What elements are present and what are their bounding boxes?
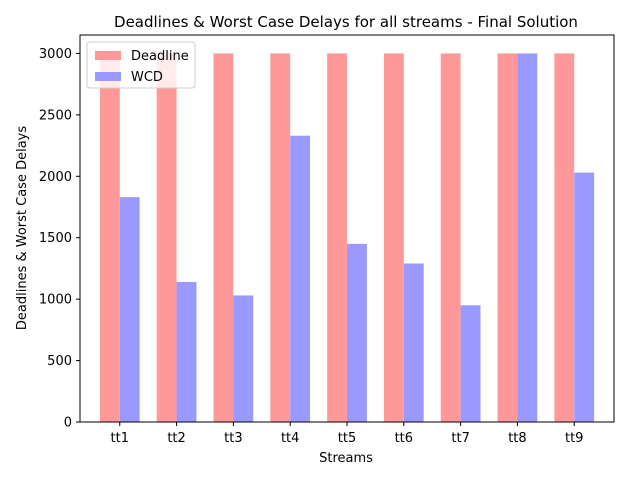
bars-group <box>99 53 595 423</box>
y-tick-label: 1500 <box>39 231 72 246</box>
bar-wcd-tt5 <box>347 243 367 422</box>
bar-wcd-tt3 <box>233 295 254 422</box>
y-tick-label: 2500 <box>39 108 72 123</box>
bar-deadline-tt7 <box>440 53 461 423</box>
x-tick-label: tt6 <box>395 431 413 446</box>
x-axis-label: Streams <box>319 451 373 466</box>
bar-deadline-tt4 <box>270 53 291 423</box>
legend-swatch-deadline <box>95 51 121 60</box>
legend-swatch-wcd <box>95 72 121 81</box>
x-axis-ticks: tt1 tt2 tt3 tt4 tt5 tt6 tt7 tt8 tt9 <box>111 422 583 446</box>
bar-wcd-tt2 <box>176 281 197 422</box>
bar-wcd-tt9 <box>574 172 595 422</box>
bar-deadline-tt5 <box>327 53 347 423</box>
legend-label-wcd: WCD <box>131 70 163 85</box>
x-tick-label: tt8 <box>508 431 526 446</box>
bar-deadline-tt8 <box>497 53 518 423</box>
y-tick-label: 500 <box>47 354 72 369</box>
x-tick-label: tt4 <box>281 431 299 446</box>
x-tick-label: tt3 <box>224 431 242 446</box>
bar-deadline-tt3 <box>213 53 234 423</box>
x-tick-label: tt9 <box>565 431 583 446</box>
bar-wcd-tt6 <box>403 263 424 422</box>
chart-title: Deadlines & Worst Case Delays for all st… <box>114 13 578 31</box>
y-axis-ticks: 0 500 1000 1500 2000 2500 3000 <box>39 47 80 431</box>
bar-wcd-tt4 <box>290 135 311 422</box>
y-tick-label: 2000 <box>39 170 72 185</box>
bar-wcd-tt1 <box>119 197 140 422</box>
bar-wcd-tt7 <box>460 305 481 422</box>
x-tick-label: tt5 <box>338 431 356 446</box>
legend-label-deadline: Deadline <box>131 49 189 64</box>
bar-deadline-tt9 <box>554 53 575 423</box>
x-tick-label: tt7 <box>451 431 469 446</box>
bar-wcd-tt8 <box>517 53 538 423</box>
bar-deadline-tt1 <box>99 53 120 423</box>
y-tick-label: 0 <box>64 416 72 431</box>
y-tick-label: 3000 <box>39 47 72 62</box>
x-tick-label: tt1 <box>111 431 129 446</box>
y-axis-label: Deadlines & Worst Case Delays <box>15 126 30 330</box>
bar-deadline-tt2 <box>156 53 177 423</box>
bar-deadline-tt6 <box>383 53 404 423</box>
y-tick-label: 1000 <box>39 293 72 308</box>
x-tick-label: tt2 <box>167 431 185 446</box>
legend: Deadline WCD <box>86 41 196 89</box>
plot-area-frame <box>79 34 615 423</box>
